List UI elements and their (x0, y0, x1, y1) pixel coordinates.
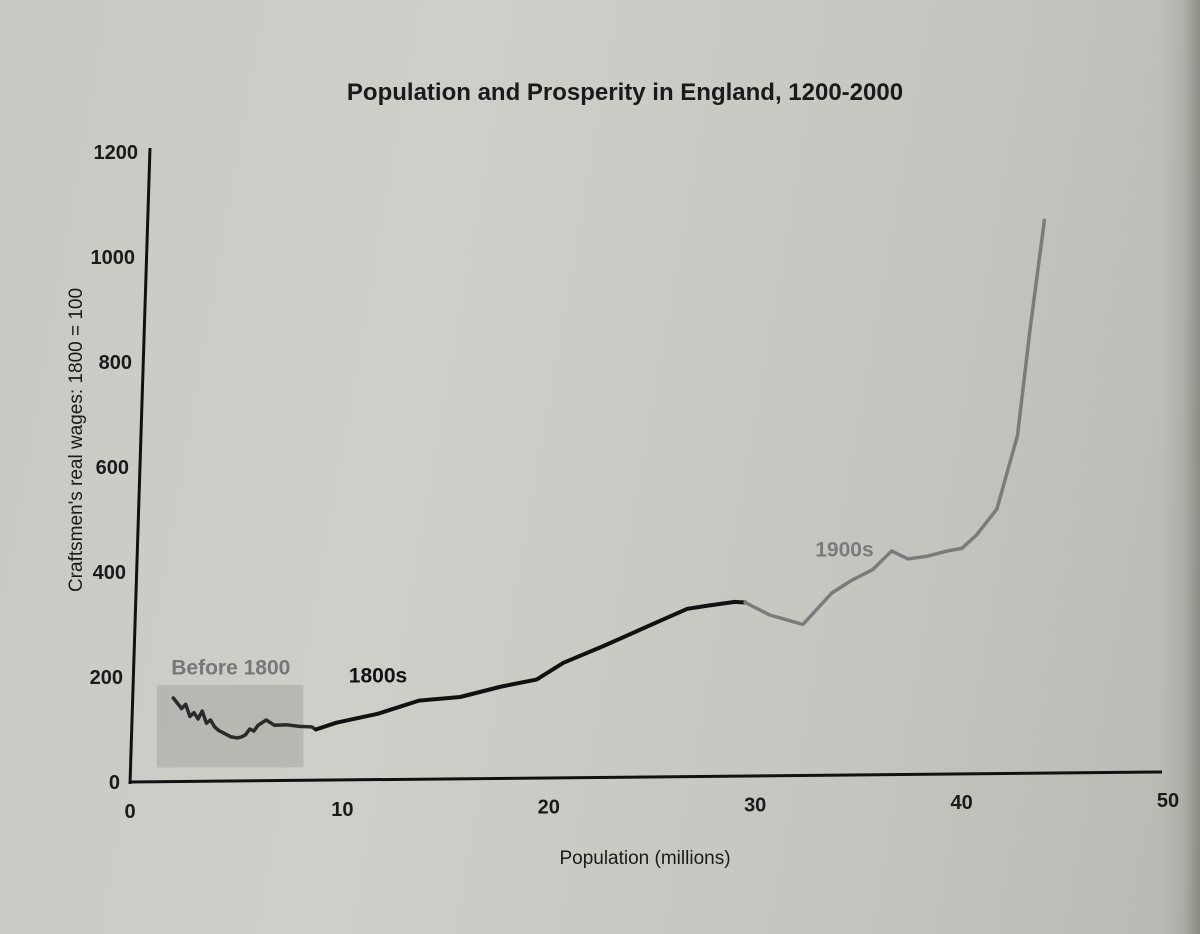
x-axis-line (129, 770, 1163, 784)
x-axis-label: Population (millions) (559, 848, 730, 869)
x-tick-label: 0 (124, 801, 135, 823)
series-line-1800s (313, 599, 748, 732)
series-line-before-1800 (171, 696, 318, 740)
y-tick-label: 400 (93, 562, 126, 584)
y-tick-label: 600 (96, 457, 129, 479)
series-line-1900s (743, 218, 1047, 627)
y-tick-label: 1000 (91, 247, 136, 269)
y-axis-line (128, 147, 152, 785)
x-tick-label: 40 (950, 792, 972, 814)
x-tick-label: 50 (1157, 790, 1179, 812)
x-tick-label: 10 (331, 799, 353, 821)
series-annotation: Before 1800 (171, 656, 290, 679)
x-tick-label: 20 (538, 797, 560, 819)
page-edge-shadow (1160, 0, 1200, 934)
axes-layer: 0 10 20 30 40 50 0 200 400 600 800 1000 1200 (90, 142, 1180, 823)
x-tick-label: 30 (744, 794, 766, 816)
y-tick-label: 0 (109, 772, 120, 794)
annotation-layer: Before 1800 1800s 1900s (171, 538, 873, 687)
chart-title: Population and Prosperity in England, 12… (347, 79, 903, 106)
y-tick-label: 200 (90, 667, 123, 689)
series-annotation: 1800s (349, 664, 407, 687)
series-layer (171, 218, 1047, 740)
y-axis-label: Craftsmen's real wages: 1800 = 100 (66, 288, 87, 592)
y-tick-label: 1200 (94, 142, 139, 164)
y-tick-label: 800 (99, 352, 132, 374)
series-annotation: 1900s (815, 538, 873, 561)
